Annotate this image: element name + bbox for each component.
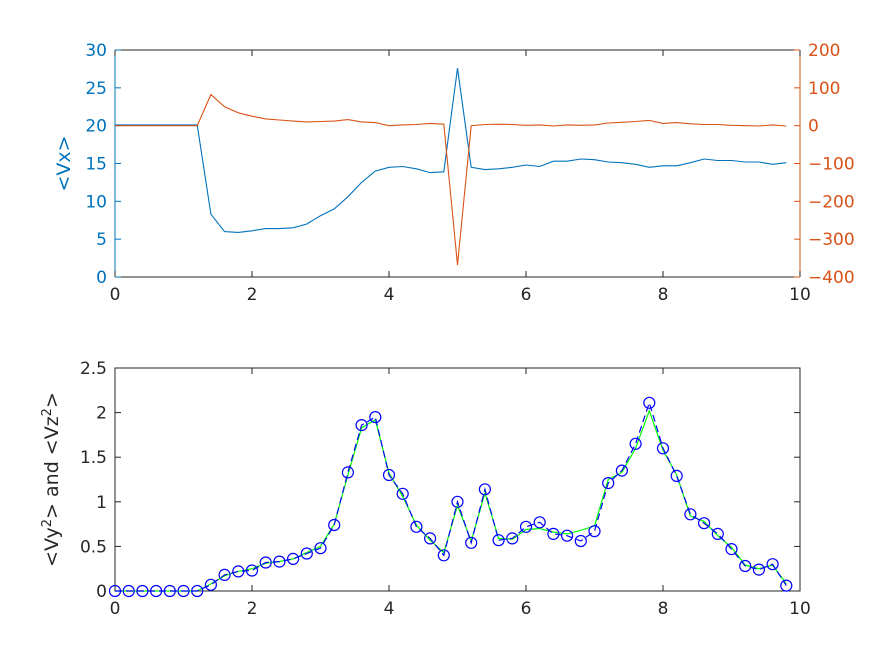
y-tick-label-left: 5 xyxy=(96,230,107,250)
vy-point xyxy=(656,442,670,455)
vy-point xyxy=(739,559,752,573)
y-tick-label: 1.5 xyxy=(80,448,107,468)
y-tick-label: 2.5 xyxy=(80,359,107,379)
y-tick-label-right: −400 xyxy=(808,268,855,288)
vy-point xyxy=(697,517,711,530)
vy-point xyxy=(465,536,478,549)
x-tick-label: 10 xyxy=(789,599,811,619)
vy-point xyxy=(780,579,793,592)
y-label-superscript: 2 xyxy=(40,519,55,527)
vy-point xyxy=(122,584,135,598)
vy-point xyxy=(396,487,409,500)
vy-point xyxy=(314,542,327,555)
vy-point xyxy=(136,584,149,598)
x-tick-label: 4 xyxy=(384,285,395,305)
y-label-superscript: 2 xyxy=(40,408,55,416)
x-tick-label: 10 xyxy=(789,285,811,305)
vy-point xyxy=(574,534,587,548)
vy-point xyxy=(615,464,629,477)
vy-point xyxy=(752,563,766,576)
bottom-axis-box xyxy=(114,367,801,592)
vy-point xyxy=(232,565,245,578)
y-tick-label-left: 10 xyxy=(85,192,107,212)
vy-point xyxy=(560,529,574,542)
vy-point xyxy=(437,549,450,562)
series-line-right xyxy=(115,93,787,265)
vy-point xyxy=(410,520,423,533)
x-tick-label: 8 xyxy=(658,285,669,305)
vy-point xyxy=(424,532,437,545)
y-label-text: <Vy xyxy=(41,527,63,567)
series-line-left xyxy=(115,68,787,233)
y-tick-label-left: 15 xyxy=(85,155,107,175)
vy-point xyxy=(766,558,779,571)
vy-point xyxy=(643,396,656,409)
vy-point xyxy=(547,527,560,541)
x-tick-label: 2 xyxy=(247,285,258,305)
vy-point xyxy=(519,520,533,533)
x-tick-label: 0 xyxy=(110,285,121,305)
vy-point xyxy=(725,542,738,556)
y-axis-label-left: <Vx> xyxy=(53,135,75,191)
vy-point xyxy=(328,518,341,532)
x-tick-label: 6 xyxy=(521,599,532,619)
y-tick-label-right: −100 xyxy=(808,155,855,175)
vy-point xyxy=(245,564,259,577)
y-axis-label: <Vy2> and <Vz2> xyxy=(40,392,63,567)
vy-point xyxy=(108,584,122,598)
vy-point xyxy=(506,532,519,545)
vy-point xyxy=(369,411,382,424)
vy-point xyxy=(451,495,464,508)
vy-point xyxy=(177,584,190,598)
vy-point xyxy=(287,552,300,566)
vy-point xyxy=(492,534,505,547)
y-tick-label-right: −200 xyxy=(808,192,855,212)
y-tick-label-left: 0 xyxy=(96,268,107,288)
vy-point xyxy=(478,483,491,496)
y-tick-label: 0 xyxy=(96,582,107,602)
y-tick-label-left: 25 xyxy=(85,79,107,99)
vy-point xyxy=(300,547,313,560)
vy-point xyxy=(588,525,601,538)
x-tick-label: 8 xyxy=(658,599,669,619)
y-label-text: > xyxy=(41,392,63,408)
top-chart: 0 2 4 6 8 10051015202530−400−300−200−10001002… xyxy=(53,41,855,305)
vy-point xyxy=(218,568,231,582)
y-tick-label-right: −300 xyxy=(808,230,855,250)
x-tick-label: 4 xyxy=(384,599,395,619)
vy-point xyxy=(602,477,615,490)
vy-point xyxy=(670,469,683,482)
vy-point xyxy=(533,516,546,529)
x-tick-label: 2 xyxy=(247,599,258,619)
vy-point xyxy=(711,527,724,541)
vy-point xyxy=(629,437,642,450)
y-tick-label: 0.5 xyxy=(80,537,107,557)
vy-point xyxy=(163,584,176,598)
vy-point xyxy=(259,556,272,569)
vy-point xyxy=(273,555,286,568)
x-tick-label: 0 xyxy=(110,599,121,619)
vy-point xyxy=(150,584,163,598)
y-label-text: > and <Vz xyxy=(41,416,63,519)
y-tick-label-left: 20 xyxy=(85,117,107,137)
vy-point xyxy=(382,468,396,482)
y-tick-label: 1 xyxy=(96,493,107,513)
y-tick-label-left: 30 xyxy=(85,41,107,61)
y-tick-label-right: 0 xyxy=(808,117,819,137)
x-tick-label: 6 xyxy=(521,285,532,305)
vy-point xyxy=(204,578,217,591)
y-tick-label: 2 xyxy=(96,404,107,424)
y-tick-label-right: 100 xyxy=(808,79,840,99)
vy-point xyxy=(355,419,368,432)
vy-point xyxy=(684,508,697,521)
y-tick-label-right: 200 xyxy=(808,41,840,61)
vy-point xyxy=(341,466,354,479)
vy-point xyxy=(191,584,204,598)
